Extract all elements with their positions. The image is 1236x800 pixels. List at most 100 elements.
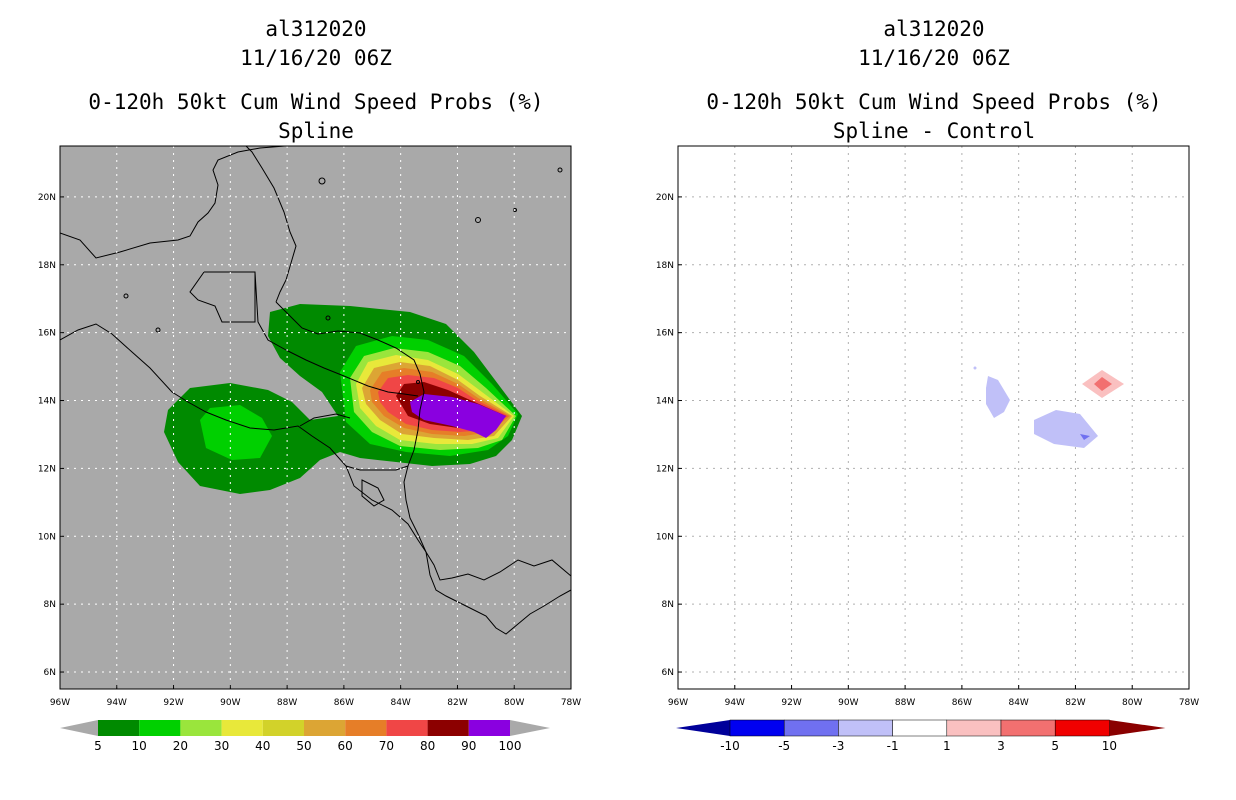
y-tick-label: 16N	[38, 329, 56, 339]
colorbar-swatch	[98, 720, 140, 736]
x-tick-label: 88W	[277, 698, 297, 708]
colorbar-label: 5	[94, 739, 102, 753]
colorbar-swatch	[946, 719, 1002, 737]
colorbar-label: 50	[296, 739, 311, 753]
colorbar-swatch	[468, 720, 510, 736]
y-tick-label: 14N	[38, 397, 56, 407]
left-title-method: Spline	[278, 119, 354, 143]
y-tick-label: 8N	[44, 600, 56, 610]
y-tick-label: 20N	[656, 193, 674, 203]
colorbar-swatch	[386, 720, 428, 736]
x-tick-label: 96W	[668, 698, 688, 708]
x-tick-label: 92W	[163, 698, 183, 708]
colorbar-high-arrow	[1109, 720, 1166, 736]
left-grid	[60, 146, 571, 689]
diff-negative-speck	[973, 366, 977, 370]
y-tick-label: 10N	[38, 532, 56, 542]
x-tick-label: 88W	[895, 698, 915, 708]
right-title-product: 0-120h 50kt Cum Wind Speed Probs (%)	[706, 90, 1162, 114]
colorbar-label: 60	[338, 739, 353, 753]
left-map-frame	[59, 145, 572, 690]
y-tick-label: 20N	[38, 193, 56, 203]
diff-negative-anomaly-west	[986, 376, 1010, 418]
colorbar-label: -1	[887, 739, 899, 753]
colorbar-label: -3	[832, 739, 844, 753]
colorbar-high-arrow	[510, 720, 550, 736]
colorbar-label: -5	[778, 739, 790, 753]
y-tick-label: 12N	[38, 464, 56, 474]
colorbar-swatch	[262, 720, 304, 736]
x-tick-label: 92W	[781, 698, 801, 708]
right-map-frame	[677, 145, 1190, 690]
right-map-panel: 96W 94W 92W 90W 88W 86W 84W 82W 80W 78W 6N 8N 10N 12N…	[656, 145, 1199, 753]
right-grid	[678, 146, 1189, 689]
y-tick-label: 10N	[656, 532, 674, 542]
colorbar-swatch	[838, 719, 893, 737]
prob-contour-90	[410, 394, 506, 438]
x-tick-label: 90W	[220, 698, 240, 708]
y-tick-label: 16N	[656, 329, 674, 339]
x-tick-label: 86W	[334, 698, 354, 708]
x-tick-label: 82W	[447, 698, 467, 708]
colorbar-swatch	[139, 720, 181, 736]
colorbar-label: 100	[499, 739, 522, 753]
left-title-storm: al312020	[265, 17, 367, 41]
diff-negative-anomaly-east	[1034, 410, 1098, 448]
colorbar-swatch	[427, 720, 469, 736]
colorbar-label: 30	[214, 739, 229, 753]
colorbar-swatch	[729, 719, 785, 737]
colorbar-low-arrow	[676, 720, 730, 736]
x-tick-label: 84W	[1008, 698, 1028, 708]
y-tick-label: 6N	[44, 668, 56, 678]
right-colorbar: -10 -5 -3 -1 1 3 5 10	[676, 719, 1166, 753]
colorbar-label: 3	[997, 739, 1005, 753]
colorbar-swatch	[892, 719, 948, 737]
colorbar-label: 40	[255, 739, 270, 753]
right-title-method: Spline - Control	[832, 119, 1036, 143]
right-difference-contours	[973, 366, 1124, 448]
colorbar-label: 1	[943, 739, 951, 753]
right-map-background	[677, 145, 1190, 690]
left-colorbar: 5 10 20 30 40 50 60 70 80 90 100	[60, 720, 550, 753]
x-tick-label: 84W	[390, 698, 410, 708]
y-tick-label: 12N	[656, 464, 674, 474]
colorbar-label: 70	[379, 739, 394, 753]
x-tick-label: 80W	[1122, 698, 1142, 708]
left-probability-contours	[164, 304, 522, 494]
colorbar-swatch	[1000, 719, 1056, 737]
x-tick-label: 78W	[1179, 698, 1199, 708]
right-axis-ticks: 96W 94W 92W 90W 88W 86W 84W 82W 80W 78W 6N 8N 10N 12N…	[656, 193, 1199, 708]
left-map-panel: 96W 94W 92W 90W 88W 86W 84W 82W 80W 78W 6N 8N 10N 12N…	[38, 145, 581, 753]
diff-positive-anomaly-core	[1094, 377, 1112, 391]
left-axis-ticks: 96W 94W 92W 90W 88W 86W 84W 82W 80W 78W 6N 8N 10N 12N…	[38, 193, 581, 708]
y-tick-label: 14N	[656, 397, 674, 407]
left-title-date: 11/16/20 06Z	[240, 46, 392, 70]
x-tick-label: 94W	[725, 698, 745, 708]
y-tick-label: 6N	[662, 668, 674, 678]
colorbar-label: 20	[173, 739, 188, 753]
colorbar-label: -10	[720, 739, 740, 753]
colorbar-label: 80	[420, 739, 435, 753]
prob-contour-20	[200, 405, 272, 460]
y-tick-label: 18N	[656, 261, 674, 271]
x-tick-label: 90W	[838, 698, 858, 708]
colorbar-swatch	[1054, 719, 1110, 737]
x-tick-label: 96W	[50, 698, 70, 708]
x-tick-label: 82W	[1065, 698, 1085, 708]
y-tick-label: 8N	[662, 600, 674, 610]
colorbar-label: 10	[1102, 739, 1117, 753]
x-tick-label: 94W	[107, 698, 127, 708]
colorbar-label: 5	[1051, 739, 1059, 753]
x-tick-label: 78W	[561, 698, 581, 708]
colorbar-swatch	[304, 720, 346, 736]
right-title-storm: al312020	[883, 17, 985, 41]
colorbar-swatch	[783, 719, 839, 737]
colorbar-label: 90	[461, 739, 476, 753]
right-title-date: 11/16/20 06Z	[858, 46, 1010, 70]
x-tick-label: 86W	[952, 698, 972, 708]
left-title-product: 0-120h 50kt Cum Wind Speed Probs (%)	[88, 90, 544, 114]
y-tick-label: 18N	[38, 261, 56, 271]
colorbar-swatch	[221, 720, 263, 736]
x-tick-label: 80W	[504, 698, 524, 708]
